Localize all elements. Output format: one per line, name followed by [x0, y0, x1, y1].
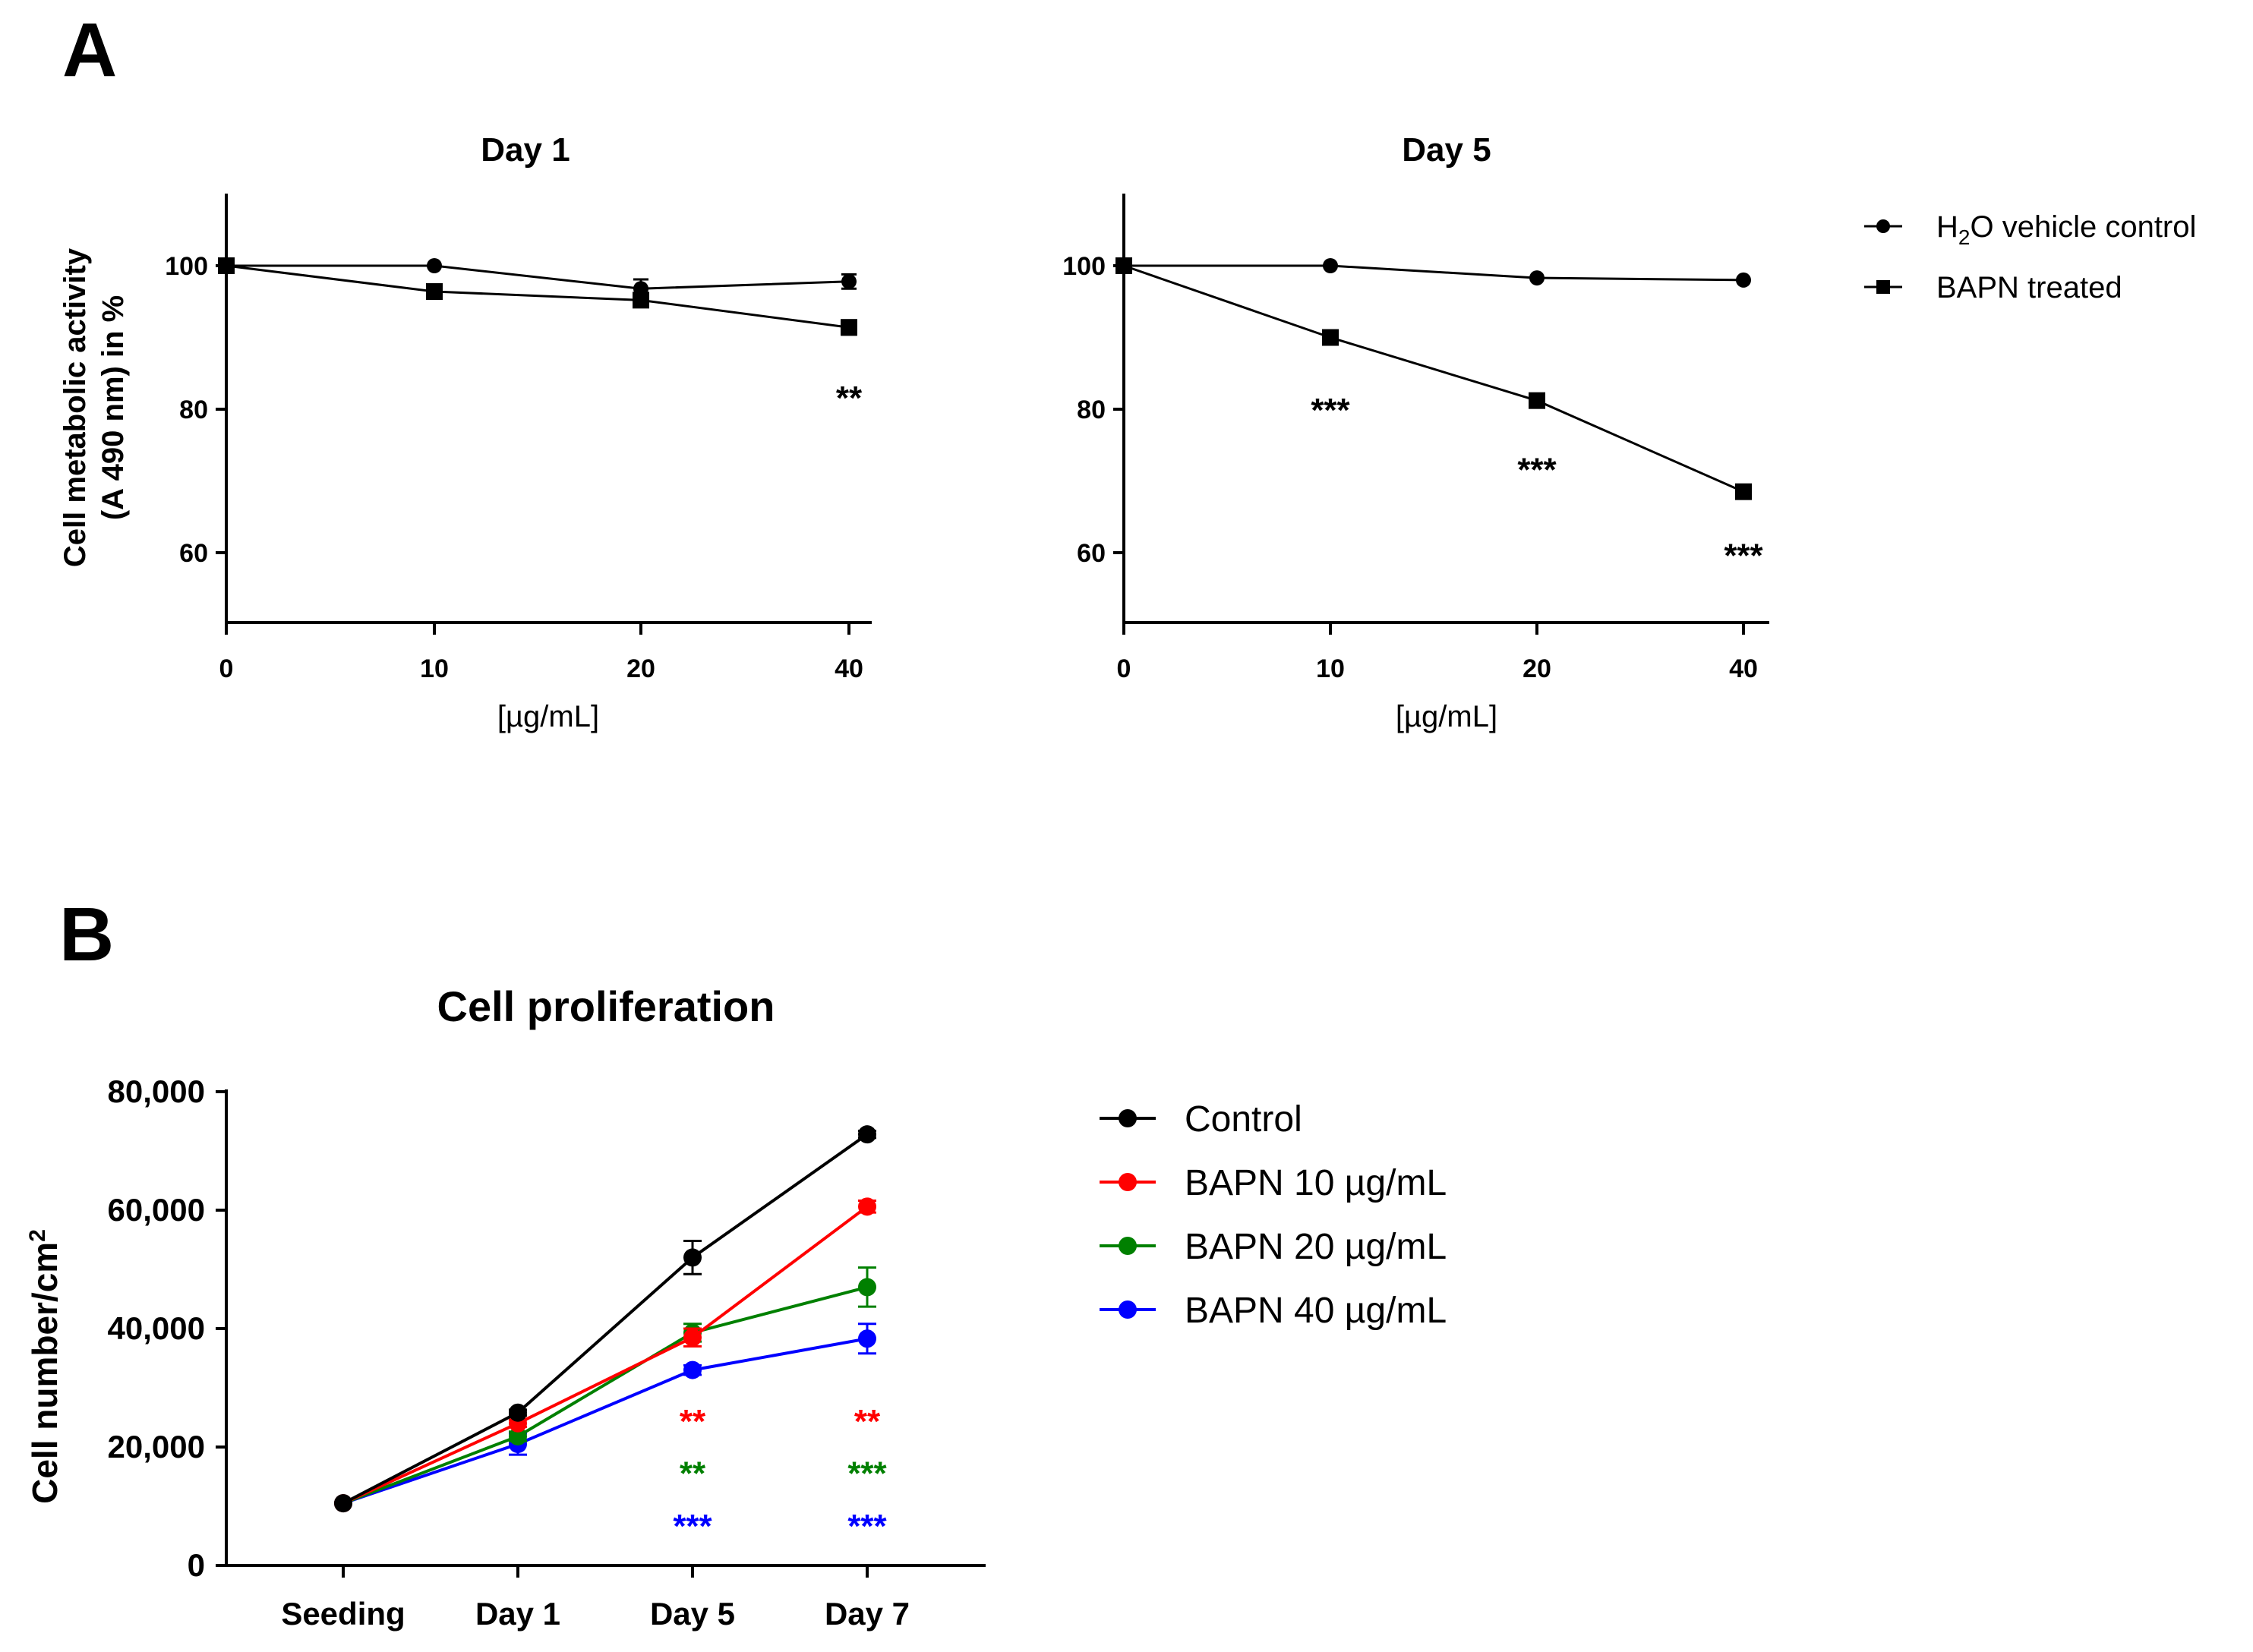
- legend-a-marker-circle: [1876, 219, 1890, 233]
- prolif-series-line-bapn-10-g-ml: [342, 1205, 869, 1505]
- day1-series-line-bapn: [226, 264, 850, 329]
- prolif-point-bapn-10-g-ml: [683, 1328, 702, 1347]
- chart-proliferation: Cell proliferation 0 20,000 40,000 60,000 80…: [25, 982, 986, 1632]
- legend-b-marker-circle: [1119, 1300, 1137, 1319]
- day1-point-square: [218, 257, 235, 274]
- prolif-point-bapn-10-g-ml: [858, 1197, 876, 1216]
- legend-b-marker-circle: [1119, 1237, 1137, 1255]
- chart-day5: Day 5 60 80 100 0 10 20 40 [µg/mL] *** *** ***: [1062, 131, 1769, 733]
- prolif-point-control: [683, 1248, 702, 1267]
- day1-y-label-line2: (A 490 nm) in %: [96, 295, 130, 520]
- day1-point-square: [426, 283, 443, 301]
- legend-b-label: BAPN 10 µg/mL: [1185, 1163, 1447, 1203]
- day1-y-tick-label: 80: [179, 396, 208, 424]
- day1-x-tick-label: 10: [420, 654, 449, 683]
- legend-a-marker-square: [1876, 280, 1890, 294]
- prolif-significance-mark: **: [680, 1403, 706, 1440]
- prolif-significance-mark: **: [680, 1455, 706, 1493]
- prolif-significance-mark: ***: [673, 1508, 712, 1545]
- day5-significance-mark: ***: [1311, 392, 1350, 429]
- legend-a-item-bapn: BAPN treated: [1864, 271, 2122, 304]
- prolif-point-bapn-20-g-ml: [858, 1278, 876, 1297]
- day1-point-square: [841, 319, 857, 336]
- prolif-point-control: [334, 1494, 352, 1513]
- legend-b-label: Control: [1185, 1099, 1302, 1140]
- day5-point-square: [1735, 483, 1752, 500]
- prolif-significance-mark: ***: [847, 1508, 887, 1545]
- prolif-significance-mark: **: [854, 1403, 881, 1440]
- chart-day1: Day 1 60 80 100 0 10 20 40 Cell metabolic acti…: [58, 131, 872, 733]
- legend-b-marker-circle: [1119, 1173, 1137, 1191]
- prolif-point-bapn-40-g-ml: [858, 1329, 876, 1348]
- day1-series-line-h2o: [226, 264, 850, 290]
- legend-a-item-h2o: H2O vehicle control: [1864, 210, 2196, 249]
- prolif-series-line-bapn-20-g-ml: [342, 1285, 868, 1505]
- legend-b-item-bapn-20-g-ml: BAPN 20 µg/mL: [1100, 1227, 1447, 1267]
- prolif-y-tick-label: 20,000: [108, 1429, 205, 1464]
- day5-y-tick-label: 60: [1077, 539, 1106, 568]
- chart-title-day5: Day 5: [1402, 131, 1491, 169]
- prolif-point-bapn-40-g-ml: [683, 1360, 702, 1379]
- day1-x-tick-label: 20: [626, 654, 655, 683]
- day1-point-circle: [427, 258, 442, 273]
- prolif-point-control: [509, 1403, 527, 1422]
- legend-a-label-h2o: H2O vehicle control: [1936, 210, 2196, 249]
- day5-significance-mark: ***: [1724, 538, 1763, 575]
- legend-a-label-bapn: BAPN treated: [1936, 271, 2122, 304]
- legend-a: H2O vehicle control BAPN treated: [1864, 210, 2196, 304]
- chart-title-proliferation: Cell proliferation: [437, 982, 775, 1030]
- day5-point-square: [1322, 329, 1339, 346]
- day5-point-circle: [1323, 258, 1338, 273]
- day1-point-circle: [841, 273, 857, 289]
- legend-b-marker-circle: [1119, 1109, 1137, 1127]
- panel-label-b: B: [59, 892, 114, 977]
- prolif-x-tick-label: Day 7: [825, 1596, 910, 1632]
- prolif-y-tick-label: 60,000: [108, 1192, 205, 1228]
- prolif-significance-mark: ***: [847, 1455, 887, 1493]
- day1-x-tick-label: 0: [219, 654, 234, 683]
- day5-point-square: [1529, 392, 1545, 409]
- panel-label-a: A: [62, 8, 117, 93]
- day1-y-tick-label: 100: [165, 252, 208, 281]
- day5-y-tick-label: 80: [1077, 396, 1106, 424]
- legend-b-label: BAPN 20 µg/mL: [1185, 1227, 1447, 1267]
- day1-point-square: [633, 292, 649, 309]
- day1-x-tick-label: 40: [835, 654, 863, 683]
- prolif-y-tick-label: 0: [188, 1547, 205, 1583]
- prolif-x-tick-label: Seeding: [281, 1596, 405, 1632]
- day5-x-tick-label: 20: [1523, 654, 1551, 683]
- legend-b: Control BAPN 10 µg/mL BAPN 20 µg/mL BAPN 40…: [1100, 1099, 1447, 1331]
- day5-series-line-h2o: [1124, 264, 1744, 282]
- legend-b-item-control: Control: [1100, 1099, 1302, 1140]
- day5-x-tick-label: 10: [1316, 654, 1345, 683]
- day1-y-tick-label: 60: [179, 539, 208, 568]
- prolif-y-tick-label: 80,000: [108, 1073, 205, 1109]
- prolif-x-tick-label: Day 5: [650, 1596, 735, 1632]
- day5-series-line-bapn: [1123, 264, 1744, 493]
- chart-title-day1: Day 1: [481, 131, 570, 169]
- day5-significance-mark: ***: [1517, 451, 1557, 488]
- day1-significance-mark: **: [836, 380, 863, 417]
- prolif-y-label: Cell number/cm2: [25, 1229, 65, 1504]
- day5-x-label: [µg/mL]: [1396, 700, 1497, 733]
- legend-b-item-bapn-10-g-ml: BAPN 10 µg/mL: [1100, 1163, 1447, 1203]
- day5-x-tick-label: 0: [1117, 654, 1131, 683]
- day5-point-circle: [1529, 270, 1545, 286]
- day5-y-tick-label: 100: [1062, 252, 1106, 281]
- legend-b-item-bapn-40-g-ml: BAPN 40 µg/mL: [1100, 1291, 1447, 1331]
- day5-x-tick-label: 40: [1729, 654, 1758, 683]
- prolif-series-line-bapn-40-g-ml: [342, 1337, 868, 1505]
- legend-b-label: BAPN 40 µg/mL: [1185, 1291, 1447, 1331]
- prolif-point-control: [858, 1125, 876, 1144]
- prolif-y-tick-label: 40,000: [108, 1310, 205, 1346]
- day1-y-label-line1: Cell metabolic activity: [58, 247, 92, 567]
- prolif-point-bapn-20-g-ml: [509, 1427, 527, 1446]
- day5-point-square: [1115, 257, 1132, 274]
- day1-x-label: [µg/mL]: [497, 700, 599, 733]
- prolif-series-line-control: [342, 1133, 869, 1505]
- day5-point-circle: [1736, 272, 1751, 288]
- prolif-x-tick-label: Day 1: [475, 1596, 560, 1632]
